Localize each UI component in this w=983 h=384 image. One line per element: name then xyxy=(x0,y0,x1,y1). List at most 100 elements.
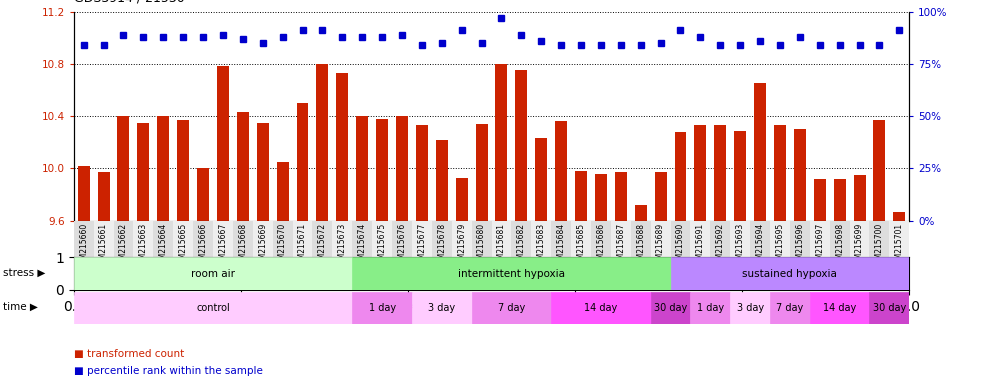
Bar xyxy=(452,221,472,290)
Bar xyxy=(336,73,348,221)
Bar xyxy=(272,221,293,290)
Bar xyxy=(217,66,229,221)
Text: GSM215692: GSM215692 xyxy=(716,223,724,269)
Text: GSM215671: GSM215671 xyxy=(298,223,307,269)
Bar xyxy=(177,120,189,221)
Bar xyxy=(531,221,551,290)
Bar xyxy=(870,292,909,324)
Bar xyxy=(614,172,627,221)
Text: GSM215684: GSM215684 xyxy=(556,223,565,269)
Bar xyxy=(276,162,289,221)
Text: GSM215690: GSM215690 xyxy=(676,223,685,269)
Bar xyxy=(197,169,209,221)
Bar xyxy=(157,116,169,221)
Bar xyxy=(874,120,886,221)
Bar xyxy=(317,64,328,221)
Bar xyxy=(416,125,428,221)
Text: GSM215693: GSM215693 xyxy=(735,223,745,269)
Text: GSM215676: GSM215676 xyxy=(397,223,407,269)
Text: 3 day: 3 day xyxy=(736,303,764,313)
Bar xyxy=(794,129,806,221)
Text: GSM215675: GSM215675 xyxy=(377,223,386,269)
Text: GSM215687: GSM215687 xyxy=(616,223,625,269)
Text: GSM215670: GSM215670 xyxy=(278,223,287,269)
Bar xyxy=(257,123,268,221)
Bar xyxy=(113,221,134,290)
Bar xyxy=(352,257,670,290)
Bar xyxy=(770,221,790,290)
Bar xyxy=(810,292,870,324)
Text: GSM215668: GSM215668 xyxy=(238,223,248,269)
Bar xyxy=(396,116,408,221)
Bar xyxy=(555,121,567,221)
Bar xyxy=(694,125,707,221)
Bar xyxy=(412,221,432,290)
Bar xyxy=(750,221,770,290)
Text: ■ transformed count: ■ transformed count xyxy=(74,349,184,359)
Bar xyxy=(456,178,468,221)
Bar xyxy=(810,221,830,290)
Bar xyxy=(631,221,651,290)
Bar xyxy=(492,221,511,290)
Text: GSM215679: GSM215679 xyxy=(457,223,466,269)
Bar xyxy=(118,116,130,221)
Bar xyxy=(293,221,313,290)
Text: 14 day: 14 day xyxy=(584,303,617,313)
Bar xyxy=(655,172,666,221)
Text: GSM215662: GSM215662 xyxy=(119,223,128,269)
Text: GSM215697: GSM215697 xyxy=(815,223,825,269)
Bar xyxy=(651,292,690,324)
Bar xyxy=(495,64,507,221)
Text: GSM215698: GSM215698 xyxy=(836,223,844,269)
Text: GSM215666: GSM215666 xyxy=(199,223,207,269)
Bar xyxy=(193,221,213,290)
Text: 30 day: 30 day xyxy=(873,303,906,313)
Bar xyxy=(575,171,587,221)
Bar xyxy=(472,292,551,324)
Bar xyxy=(173,221,193,290)
Bar xyxy=(754,83,766,221)
Bar xyxy=(392,221,412,290)
Bar xyxy=(651,221,670,290)
Text: 1 day: 1 day xyxy=(369,303,395,313)
Bar xyxy=(97,172,109,221)
Text: GSM215680: GSM215680 xyxy=(477,223,486,269)
Bar xyxy=(376,119,388,221)
Bar xyxy=(74,257,352,290)
Text: GSM215674: GSM215674 xyxy=(358,223,367,269)
Text: GSM215686: GSM215686 xyxy=(597,223,606,269)
Text: GSM215695: GSM215695 xyxy=(776,223,784,269)
Bar xyxy=(153,221,173,290)
Text: GSM215673: GSM215673 xyxy=(338,223,347,269)
Bar xyxy=(770,292,810,324)
Bar xyxy=(253,221,272,290)
Text: GSM215694: GSM215694 xyxy=(756,223,765,269)
Bar xyxy=(849,221,870,290)
Text: GSM215677: GSM215677 xyxy=(418,223,427,269)
Text: GSM215678: GSM215678 xyxy=(437,223,446,269)
Bar xyxy=(635,205,647,221)
Text: GSM215660: GSM215660 xyxy=(80,223,88,269)
Text: 14 day: 14 day xyxy=(823,303,856,313)
Text: sustained hypoxia: sustained hypoxia xyxy=(742,268,838,279)
Bar xyxy=(674,132,686,221)
Text: control: control xyxy=(196,303,230,313)
Text: 7 day: 7 day xyxy=(497,303,525,313)
Bar xyxy=(352,221,373,290)
Bar xyxy=(213,221,233,290)
Text: 7 day: 7 day xyxy=(777,303,803,313)
Text: GSM215685: GSM215685 xyxy=(576,223,586,269)
Text: GSM215682: GSM215682 xyxy=(517,223,526,269)
Text: 1 day: 1 day xyxy=(697,303,723,313)
Bar xyxy=(730,221,750,290)
Bar xyxy=(472,221,492,290)
Bar xyxy=(551,221,571,290)
Bar xyxy=(853,175,865,221)
Bar xyxy=(711,221,730,290)
Text: GSM215672: GSM215672 xyxy=(318,223,327,269)
Bar xyxy=(591,221,610,290)
Bar xyxy=(511,221,531,290)
Bar xyxy=(373,221,392,290)
Bar xyxy=(890,221,909,290)
Bar xyxy=(412,292,472,324)
